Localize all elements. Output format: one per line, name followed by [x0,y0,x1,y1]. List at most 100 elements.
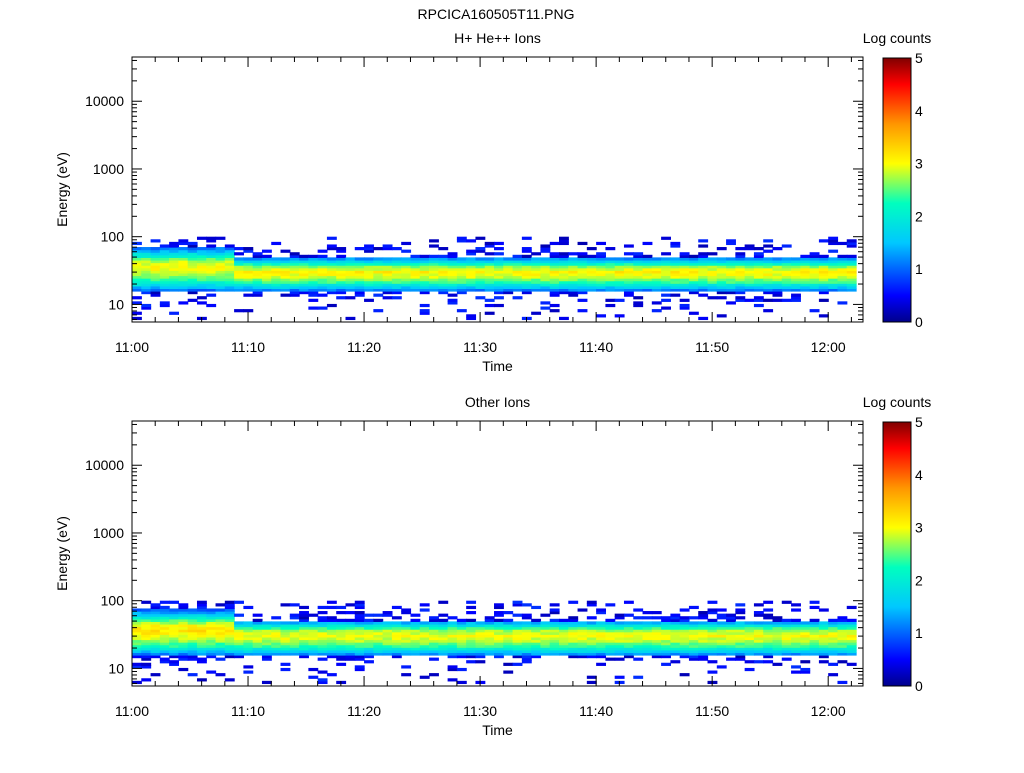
heatmap-cell [577,275,588,279]
heatmap-cell [410,644,421,648]
heatmap-cell [549,257,560,261]
heatmap-cell [419,623,430,628]
heatmap-cell [800,623,811,628]
heatmap-cell [549,626,560,630]
heatmap-cell [456,265,467,269]
heatmap-cell [698,239,709,243]
heatmap-cell [577,262,588,266]
heatmap-cell [651,644,662,648]
heatmap-cell [132,288,142,292]
heatmap-cell [261,257,272,261]
heatmap-cell [234,613,244,617]
heatmap-cell [846,239,857,243]
heatmap-cell [503,647,514,651]
heatmap-cell [596,241,607,246]
heatmap-cell [419,626,430,630]
heatmap-cell [271,634,282,638]
heatmap-cell [475,655,486,659]
heatmap-cell [623,647,634,651]
x-tick-label: 11:10 [231,339,265,355]
heatmap-cell [475,652,486,656]
heatmap-cell [373,283,384,287]
heatmap-cell [494,278,504,282]
heatmap-cell [391,655,402,659]
heatmap-cell [559,618,569,622]
heatmap-cell [308,283,319,287]
heatmap-cell [494,241,504,246]
heatmap-cell [679,626,690,630]
heatmap-cell [224,631,235,635]
heatmap-cell [438,267,449,271]
heatmap-cell [354,647,365,651]
heatmap-cell [521,283,532,287]
heatmap-cell [141,649,152,654]
heatmap-cell [308,265,319,269]
heatmap-cell [772,278,783,282]
heatmap-cell [261,652,272,656]
heatmap-cell [521,655,532,659]
heatmap-cell [289,636,300,641]
heatmap-cell [698,254,709,258]
colorbar-tick-label: 1 [915,261,923,277]
heatmap-cell [178,649,189,654]
heatmap-cell [540,623,551,628]
heatmap-cell [670,244,681,248]
heatmap-cell [763,239,774,243]
heatmap-cell [828,265,839,269]
heatmap-cell [763,608,774,612]
heatmap-cell [503,662,514,666]
heatmap-cell [150,616,161,620]
heatmap-cell [308,629,319,633]
heatmap-cell [549,618,560,622]
heatmap-cell [308,259,319,264]
heatmap-cell [781,288,792,292]
heatmap-cell [187,623,198,628]
heatmap-cell [150,629,161,633]
heatmap-cell [336,262,347,266]
heatmap-cell [243,652,254,656]
heatmap-cell [549,621,560,625]
heatmap-cell [596,262,607,266]
heatmap-cell [206,262,217,266]
heatmap-cell [623,288,634,292]
heatmap-cell [633,631,644,635]
heatmap-cell [596,254,607,258]
heatmap-cell [466,621,477,625]
heatmap-cell [187,673,198,677]
heatmap-cell [447,301,458,305]
heatmap-cell [141,249,152,253]
heatmap-cell [531,644,542,648]
heatmap-cell [150,278,161,282]
heatmap-cell [521,267,532,271]
heatmap-cell [484,303,495,308]
heatmap-cell [726,267,736,271]
heatmap-cell [605,634,616,638]
heatmap-cell [484,283,495,287]
heatmap-cell [299,288,309,292]
heatmap-cell [605,636,616,641]
heatmap-cell [818,623,829,628]
heatmap-cell [429,649,439,654]
heatmap-cell [828,642,839,646]
heatmap-cell [308,306,319,310]
heatmap-cell [280,267,291,271]
heatmap-cell [688,616,699,620]
heatmap-cell [707,265,718,269]
heatmap-cell [215,272,226,277]
heatmap-cell [512,613,523,617]
heatmap-cell [726,291,736,295]
colorbar [882,57,912,323]
heatmap-cell [401,608,412,612]
heatmap-cell [549,636,560,641]
heatmap-cell [549,259,560,264]
heatmap-cell [280,265,291,269]
heatmap-cell [141,621,152,625]
heatmap-cell [289,634,300,638]
heatmap-cell [196,678,207,682]
heatmap-cell [243,278,254,282]
heatmap-cell [837,267,848,271]
heatmap-cell [466,600,477,604]
heatmap-cell [846,634,857,638]
heatmap-cell [614,280,625,284]
heatmap-cell [698,262,709,266]
